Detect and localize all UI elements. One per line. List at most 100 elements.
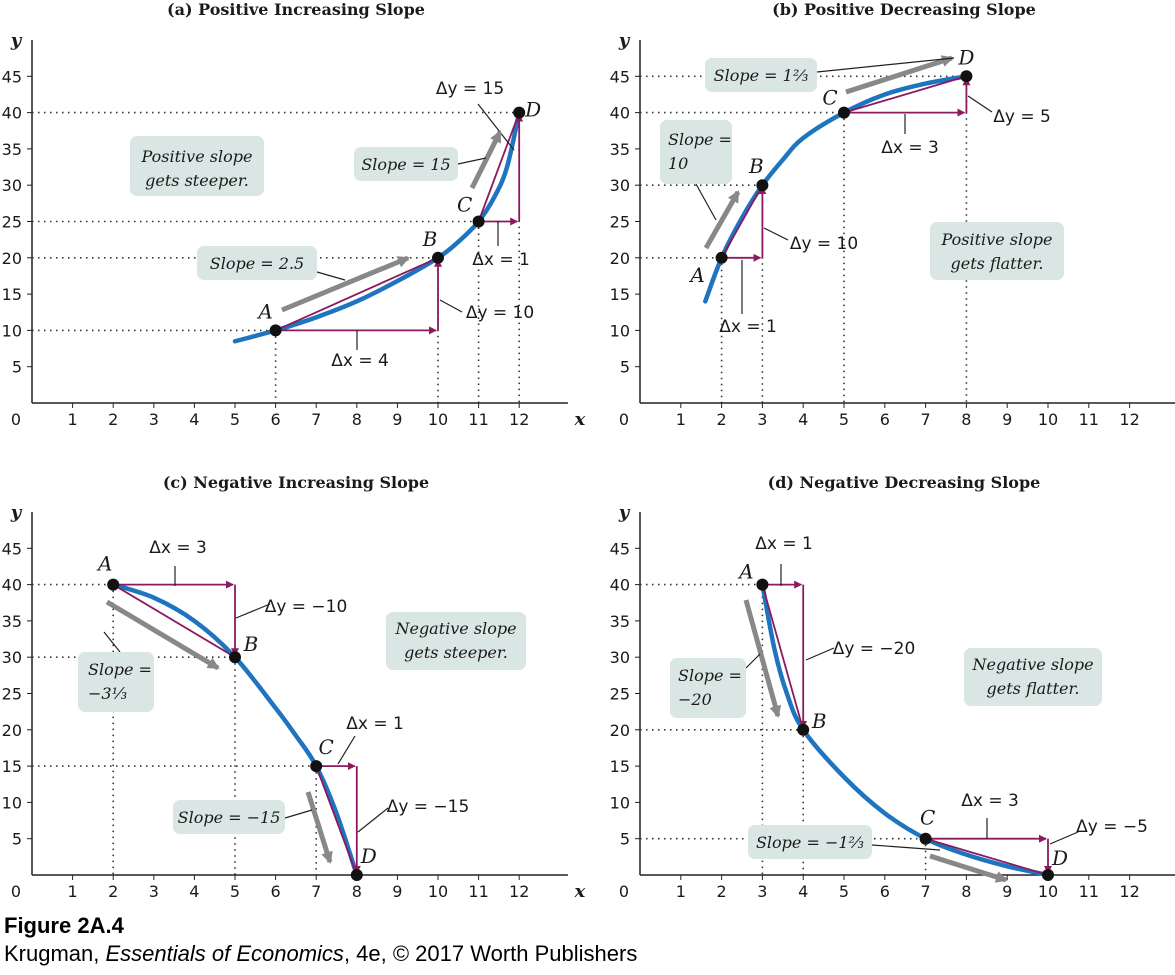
point-label: B — [811, 709, 827, 733]
slope-arrow — [105, 599, 220, 671]
x-tick-label: 11 — [1079, 882, 1099, 901]
x-tick-label: 1 — [676, 410, 686, 429]
x-tick-label: 4 — [189, 410, 199, 429]
annotation-line: gets flatter. — [987, 679, 1080, 698]
point-label: D — [1051, 846, 1068, 870]
point-label: B — [243, 632, 259, 656]
delta-y-leader — [235, 603, 271, 619]
panel-title: (b) Positive Decreasing Slope — [772, 0, 1036, 19]
point-label: B — [422, 227, 438, 251]
x-tick-label: 7 — [921, 410, 931, 429]
delta-y-leader — [439, 299, 463, 313]
x-tick-label: 11 — [468, 882, 488, 901]
slope-arrow — [469, 130, 503, 190]
slope-box — [173, 800, 285, 834]
delta-y-label: Δy = 5 — [993, 107, 1051, 127]
y-tick-label: 40 — [610, 104, 630, 123]
slope-box — [78, 652, 154, 712]
y-tick-label: 30 — [2, 648, 22, 667]
annotation-line: gets steeper. — [145, 171, 249, 190]
y-tick-label: 25 — [2, 213, 22, 232]
x-tick-label: 5 — [839, 410, 849, 429]
y-tick-label: 45 — [2, 67, 22, 86]
panel-title: (a) Positive Increasing Slope — [167, 0, 425, 19]
x-tick-label: 0 — [619, 882, 629, 901]
x-tick-label: 9 — [392, 410, 402, 429]
x-tick-label: 6 — [880, 882, 890, 901]
slope-leader — [745, 653, 761, 669]
delta-y-leader — [477, 103, 515, 151]
slope-leader — [816, 57, 955, 73]
y-tick-label: 5 — [12, 830, 22, 849]
annotation-line: gets steeper. — [404, 643, 508, 662]
caption-title: Figure 2A.4 — [4, 913, 124, 938]
point-b — [229, 651, 241, 664]
delta-y-label: Δy = 15 — [436, 79, 504, 99]
slope-leader — [103, 631, 121, 653]
y-tick-label: 20 — [610, 249, 630, 268]
caption-book: Essentials of Economics — [105, 941, 344, 966]
y-tick-label: 20 — [610, 721, 630, 740]
caption-rest: , 4e, © 2017 Worth Publishers — [343, 941, 638, 966]
x-tick-label: 4 — [798, 410, 808, 429]
annotation-box — [964, 648, 1102, 706]
annotation-line: Negative slope — [394, 619, 516, 638]
point-label: A — [737, 560, 753, 584]
y-tick-label: 35 — [610, 140, 630, 159]
point-label: D — [957, 45, 974, 69]
slope-leader — [316, 271, 346, 281]
delta-x-label: Δx = 1 — [472, 250, 530, 270]
curve-line — [760, 582, 1051, 878]
x-tick-label: 3 — [149, 410, 159, 429]
point-a — [269, 324, 282, 337]
point-a — [715, 251, 728, 264]
y-tick-label: 5 — [620, 358, 630, 377]
point-b — [432, 251, 444, 264]
y-tick-label: 40 — [2, 576, 22, 595]
secant-line — [720, 184, 764, 259]
point-c — [919, 832, 932, 845]
x-tick-label: 12 — [1119, 410, 1139, 429]
slope-label: Slope = — [678, 666, 742, 685]
slope-arrow — [845, 55, 954, 95]
delta-y-label: Δy = −20 — [833, 639, 916, 659]
slope-label: Slope = −1⅔ — [756, 833, 864, 852]
slope-arrow — [305, 791, 333, 864]
x-tick-label: 0 — [619, 410, 629, 429]
x-tick-label: 5 — [839, 882, 849, 901]
x-tick-label: 0 — [11, 882, 21, 901]
y-tick-label: 30 — [610, 648, 630, 667]
x-tick-label: 4 — [798, 882, 808, 901]
delta-y-label: Δy = 10 — [790, 234, 858, 254]
panel-d: (d) Negative Decreasing Slopeyx012345678… — [610, 473, 1175, 901]
slope-box — [197, 246, 317, 280]
slope-leader — [695, 183, 717, 221]
y-tick-label: 15 — [2, 757, 22, 776]
slope-label: Slope = 1⅔ — [714, 66, 809, 85]
y-axis-label: y — [618, 502, 631, 523]
y-tick-label: 45 — [610, 539, 630, 558]
delta-y-leader — [763, 227, 789, 241]
y-tick-label: 25 — [2, 685, 22, 704]
x-tick-label: 1 — [68, 882, 78, 901]
x-tick-label: 5 — [230, 410, 240, 429]
x-tick-label: 0 — [11, 410, 21, 429]
x-tick-label: 9 — [1002, 882, 1012, 901]
x-tick-label: 3 — [149, 882, 159, 901]
x-tick-label: 2 — [108, 882, 118, 901]
y-tick-label: 15 — [2, 285, 22, 304]
x-axis-label: x — [574, 881, 586, 902]
x-tick-label: 1 — [68, 410, 78, 429]
y-tick-label: 25 — [610, 213, 630, 232]
y-axis-label: y — [618, 30, 631, 51]
y-tick-label: 35 — [610, 612, 630, 631]
y-tick-label: 5 — [12, 358, 22, 377]
slope-label: Slope = — [668, 130, 732, 149]
slope-arrow — [703, 190, 741, 250]
delta-x-label: Δx = 1 — [719, 317, 777, 337]
panel-b: (b) Positive Decreasing Slopeyx012345678… — [610, 0, 1175, 429]
slope-leader — [871, 844, 941, 851]
annotation-box — [930, 222, 1064, 280]
point-c — [472, 215, 485, 228]
